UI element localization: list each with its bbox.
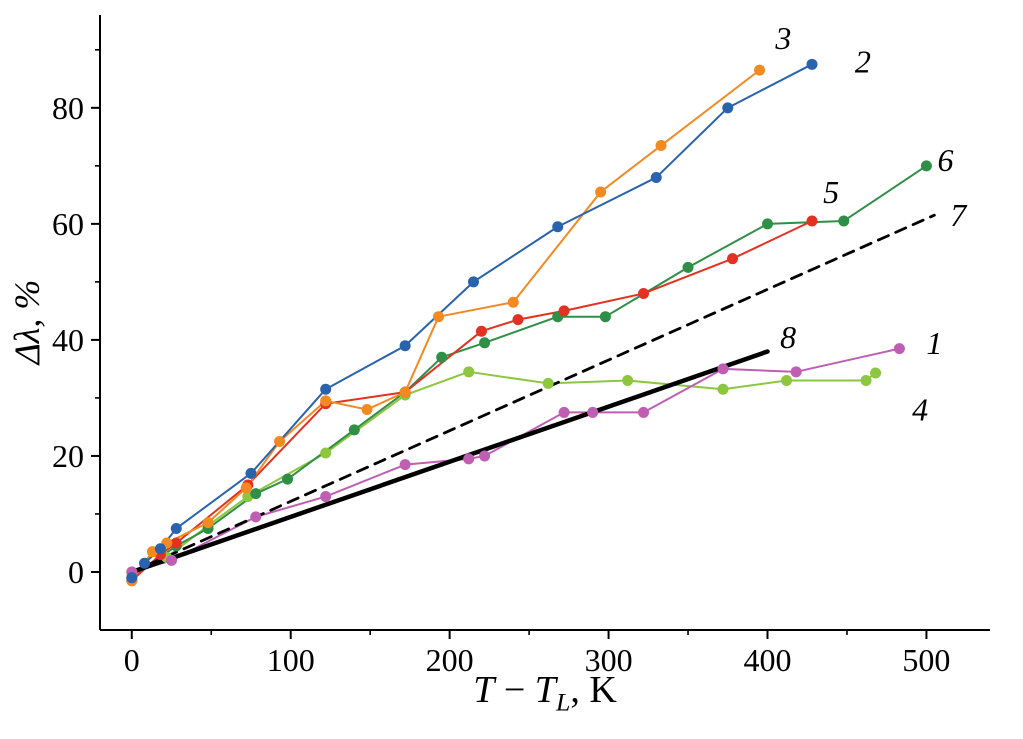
series-4-point [463, 366, 475, 378]
series-2-point [552, 221, 564, 233]
series-2-point [722, 102, 734, 114]
series-3-point [754, 64, 766, 76]
x-axis-label-sub: L [555, 687, 571, 717]
series-5-point [638, 287, 650, 299]
series-label-1: 1 [926, 325, 942, 361]
series-6-point [250, 488, 262, 500]
y-tick-label: 80 [52, 90, 84, 126]
series-3-point [655, 140, 667, 152]
series-3-point [361, 404, 373, 416]
series-1-point [717, 363, 729, 375]
series-5-point [475, 325, 487, 337]
series-4-point [870, 367, 882, 379]
series-3-point [595, 186, 607, 198]
y-axis-label: Δλ, % [6, 202, 50, 442]
x-tick-label: 300 [585, 642, 633, 678]
x-axis-label-tail: , K [570, 669, 617, 711]
series-4-point [717, 383, 729, 395]
series-6-point [682, 261, 694, 273]
x-tick-label: 100 [267, 642, 315, 678]
series-5-line [130, 219, 813, 582]
x-axis-label-t1: T [473, 669, 495, 711]
series-3-point [507, 296, 519, 308]
series-1-point [166, 554, 178, 566]
series-1-point [463, 453, 475, 465]
series-6-point [838, 215, 850, 227]
x-tick-label: 500 [902, 642, 950, 678]
series-2-point [126, 572, 138, 584]
series-1-point [893, 343, 905, 355]
series-6-point [282, 473, 294, 485]
series-6-point [920, 160, 932, 172]
series-2-point [245, 467, 257, 479]
x-tick-label: 0 [124, 642, 140, 678]
series-1-point [638, 406, 650, 418]
series-label-7: 7 [950, 197, 968, 233]
series-label-5: 5 [823, 174, 839, 210]
series-4-line [130, 370, 877, 573]
series-2-point [806, 58, 818, 70]
series-5-point [512, 314, 524, 326]
series-2-point [467, 276, 479, 288]
series-label-3: 3 [774, 20, 791, 56]
series-2-point [139, 557, 150, 569]
y-tick-label: 60 [52, 206, 84, 242]
x-axis-label-minus: − [494, 669, 535, 711]
series-3-point [240, 482, 252, 494]
y-tick-label: 40 [52, 322, 84, 358]
series-1-point [790, 366, 802, 378]
series-2-point [650, 171, 662, 183]
series-2-line [130, 63, 813, 579]
y-axis-label-text: Δλ, % [7, 279, 47, 365]
x-tick-label: 400 [744, 642, 792, 678]
series-5-point [170, 537, 182, 549]
series-5-point [806, 215, 818, 227]
series-3-point [202, 517, 214, 529]
y-tick-label: 0 [68, 554, 84, 590]
series-1-point [558, 406, 570, 418]
series-6-point [599, 311, 611, 323]
series-5-point [558, 305, 570, 317]
series-2-point [170, 522, 182, 534]
x-axis-label: T − TL, K [245, 668, 845, 718]
x-tick-label: 200 [426, 642, 474, 678]
series-1-point [587, 406, 599, 418]
series-4-point [622, 375, 634, 387]
series-8-line [129, 349, 770, 575]
series-1-point [399, 459, 411, 471]
x-axis-label-t2: T [534, 669, 556, 711]
series-1-point [479, 450, 491, 462]
series-2-point [154, 543, 166, 555]
series-2-point [399, 340, 411, 352]
series-1-point [250, 511, 262, 523]
series-label-2: 2 [855, 43, 871, 79]
series-label-4: 4 [912, 392, 928, 428]
series-6-point [436, 351, 448, 363]
series-label-8: 8 [780, 319, 796, 355]
series-1-point [320, 491, 332, 503]
series-7-line [130, 213, 936, 574]
series-3-point [274, 435, 286, 447]
series-6-point [479, 337, 491, 349]
series-3-point [399, 386, 411, 398]
series-3-point [433, 311, 445, 323]
series-label-6: 6 [938, 142, 954, 178]
y-tick-label: 20 [52, 438, 84, 474]
series-4-point [781, 375, 793, 387]
series-3-point [320, 395, 332, 407]
series-4-point [860, 375, 872, 387]
series-6-point [762, 218, 773, 230]
series-4-point [320, 447, 332, 459]
series-2-point [320, 383, 332, 395]
series-4-point [542, 377, 554, 389]
series-5-point [727, 253, 739, 265]
series-6-point [348, 424, 360, 436]
